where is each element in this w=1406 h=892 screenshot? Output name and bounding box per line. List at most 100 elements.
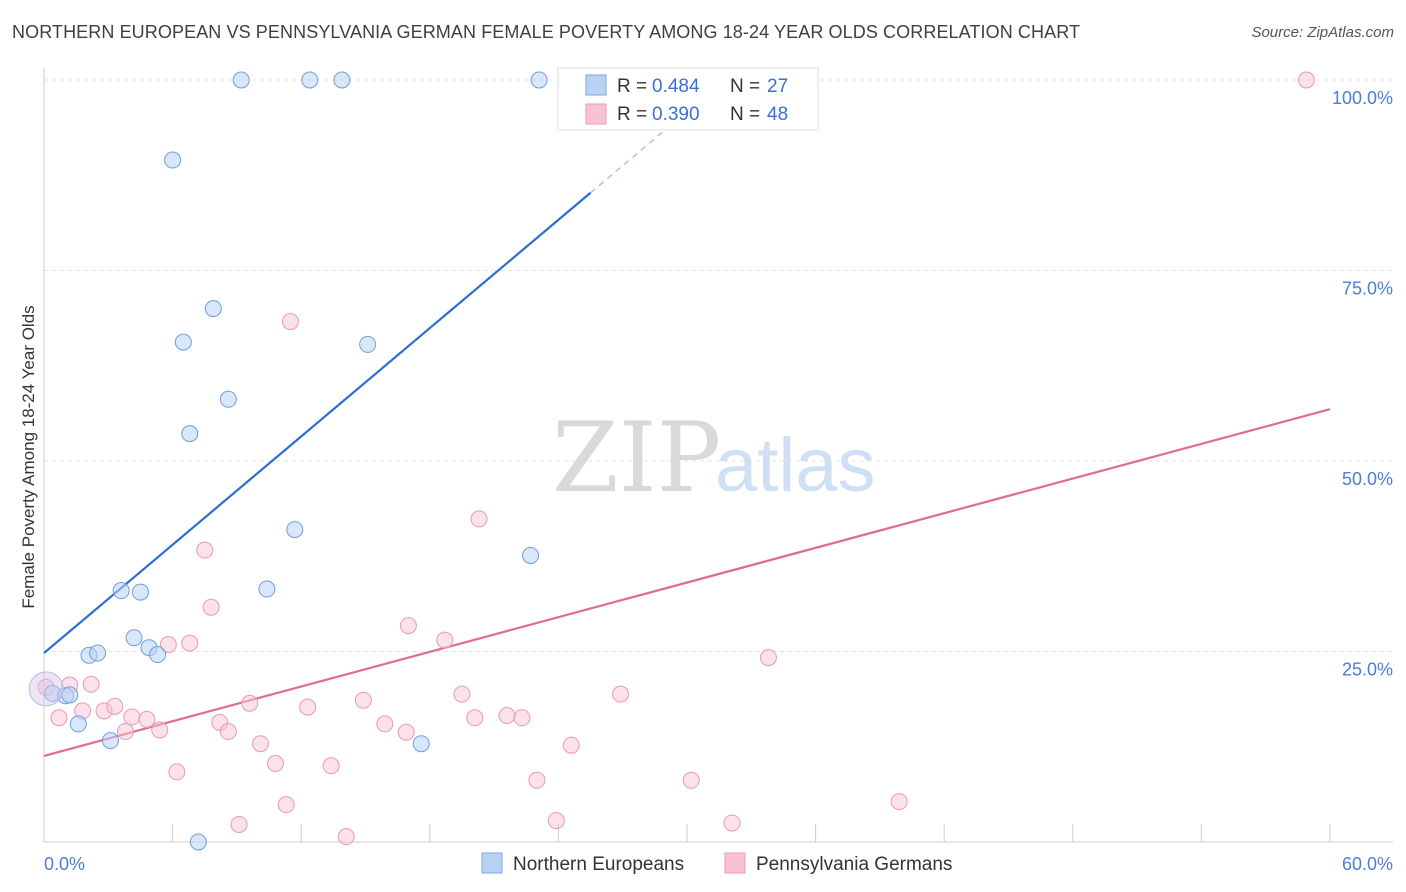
point-pennsylvania-germans xyxy=(281,313,299,331)
point-northern-europeans xyxy=(412,735,430,753)
point-pennsylvania-germans xyxy=(337,828,355,846)
point-pennsylvania-germans xyxy=(138,710,156,728)
point-pennsylvania-germans xyxy=(123,708,141,726)
point-northern-europeans xyxy=(131,583,149,601)
y-tick-labels: 25.0% 50.0% 75.0% 100.0% xyxy=(1332,88,1393,680)
point-pennsylvania-germans xyxy=(466,709,484,727)
point-pennsylvania-germans xyxy=(299,698,317,716)
point-pennsylvania-germans xyxy=(528,771,546,789)
point-northern-europeans xyxy=(125,629,143,647)
point-pennsylvania-germans xyxy=(159,636,177,654)
point-pennsylvania-germans xyxy=(513,709,531,727)
point-pennsylvania-germans xyxy=(82,675,100,693)
y-tick-label: 50.0% xyxy=(1342,469,1393,489)
series-legend: Northern Europeans Pennsylvania Germans xyxy=(481,852,952,875)
point-pennsylvania-germans xyxy=(230,815,248,833)
point-pennsylvania-germans xyxy=(723,814,741,832)
series-legend-swatch-pennsylvania-germans xyxy=(724,852,746,874)
point-northern-europeans xyxy=(219,390,237,408)
grid xyxy=(44,79,1393,652)
watermark-zip: ZIP xyxy=(552,402,721,514)
point-pennsylvania-germans xyxy=(181,634,199,652)
point-pennsylvania-germans xyxy=(168,763,186,781)
point-pennsylvania-germans xyxy=(241,694,259,712)
point-pennsylvania-germans xyxy=(397,723,415,741)
x-tick-label-max: 60.0% xyxy=(1342,854,1393,874)
point-northern-europeans xyxy=(232,71,250,89)
legend-swatch-northern-europeans xyxy=(585,74,607,96)
legend: R = 0.484 N = 27 R = 0.390 N = 48 xyxy=(557,67,819,131)
point-pennsylvania-germans xyxy=(354,691,372,709)
point-pennsylvania-germans xyxy=(266,755,284,773)
point-northern-europeans xyxy=(359,335,377,353)
point-northern-europeans xyxy=(204,300,222,318)
legend-n-label: N = xyxy=(730,104,760,125)
source-credit: Source: ZipAtlas.com xyxy=(1251,24,1394,41)
point-pennsylvania-germans xyxy=(376,715,394,733)
point-northern-europeans xyxy=(174,333,192,351)
y-tick-label: 75.0% xyxy=(1342,279,1393,299)
series-legend-swatch-northern-europeans xyxy=(481,852,503,874)
point-pennsylvania-germans xyxy=(453,685,471,703)
point-pennsylvania-germans xyxy=(436,631,454,649)
point-northern-europeans xyxy=(149,646,167,664)
point-pennsylvania-germans xyxy=(277,796,295,814)
trend-line-northern-europeans xyxy=(43,191,592,654)
y-tick-label: 25.0% xyxy=(1342,660,1393,680)
legend-r-label: R = xyxy=(617,104,647,125)
legend-n-value: 48 xyxy=(767,104,788,125)
watermark-atlas: atlas xyxy=(715,423,876,508)
point-pennsylvania-germans xyxy=(562,736,580,754)
point-pennsylvania-germans xyxy=(470,510,488,528)
point-northern-europeans xyxy=(164,151,182,169)
point-northern-europeans xyxy=(61,686,79,704)
point-pennsylvania-germans xyxy=(151,721,169,739)
point-pennsylvania-germans xyxy=(1297,71,1315,89)
point-northern-europeans xyxy=(101,732,119,750)
legend-r-value: 0.390 xyxy=(652,104,700,125)
trend-line-pennsylvania-germans xyxy=(43,408,1331,757)
point-pennsylvania-germans xyxy=(251,735,269,753)
point-northern-europeans xyxy=(301,71,319,89)
point-pennsylvania-germans xyxy=(890,793,908,811)
y-tick-label: 100.0% xyxy=(1332,88,1393,108)
point-pennsylvania-germans xyxy=(547,812,565,830)
legend-r-value: 0.484 xyxy=(652,76,700,97)
series-legend-pennsylvania-germans: Pennsylvania Germans xyxy=(756,854,952,875)
y-axis-label: Female Poverty Among 18-24 Year Olds xyxy=(19,305,38,608)
point-pennsylvania-germans xyxy=(682,771,700,789)
point-northern-europeans xyxy=(530,71,548,89)
point-northern-europeans xyxy=(69,715,87,733)
point-pennsylvania-germans xyxy=(106,697,124,715)
point-northern-europeans xyxy=(112,582,130,600)
point-pennsylvania-germans xyxy=(322,757,340,775)
watermark: ZIP atlas xyxy=(552,402,876,514)
point-pennsylvania-germans xyxy=(116,723,134,741)
point-pennsylvania-germans xyxy=(196,541,214,559)
series-legend-northern-europeans: Northern Europeans xyxy=(513,854,684,875)
axes xyxy=(43,68,1393,843)
point-northern-europeans xyxy=(258,580,276,598)
point-northern-europeans xyxy=(181,425,199,443)
point-pennsylvania-germans xyxy=(50,709,68,727)
point-northern-europeans xyxy=(286,521,304,539)
legend-r-label: R = xyxy=(617,76,647,97)
point-pennsylvania-germans xyxy=(498,707,516,725)
legend-n-label: N = xyxy=(730,76,760,97)
point-northern-europeans xyxy=(333,71,351,89)
point-northern-europeans xyxy=(189,833,207,851)
point-northern-europeans xyxy=(522,546,540,564)
trend-line-northern-europeans-extension xyxy=(590,129,666,194)
x-tick-label-min: 0.0% xyxy=(44,854,85,874)
point-northern-europeans xyxy=(89,644,107,662)
point-pennsylvania-germans xyxy=(219,723,237,741)
point-pennsylvania-germans xyxy=(202,598,220,616)
point-pennsylvania-germans xyxy=(759,649,777,667)
legend-n-value: 27 xyxy=(767,76,788,97)
point-cluster xyxy=(28,671,64,707)
point-pennsylvania-germans xyxy=(612,685,630,703)
chart-title: NORTHERN EUROPEAN VS PENNSYLVANIA GERMAN… xyxy=(12,22,1081,42)
legend-swatch-pennsylvania-germans xyxy=(585,103,607,125)
data-points xyxy=(28,71,1315,851)
